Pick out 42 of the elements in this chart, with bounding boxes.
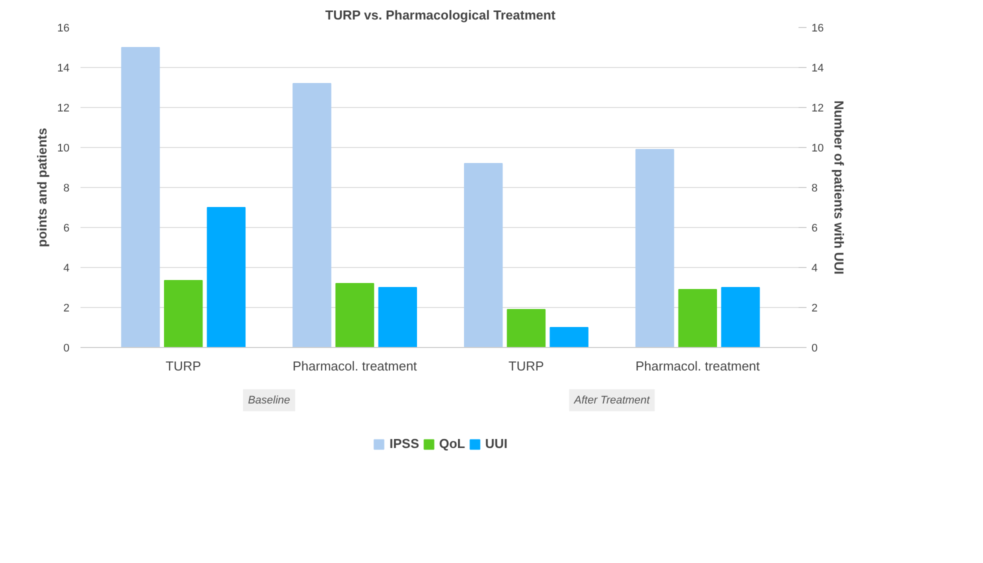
x-tick-label: TURP [508,358,544,374]
bar [464,163,503,348]
y2-tick-label: 16 [812,22,824,34]
legend-label: IPSS [389,436,420,451]
y-tick-label: 6 [63,222,70,234]
y-tick-label: 14 [57,62,70,74]
y-tick-label: 10 [57,142,70,154]
y-tick-label: 2 [63,302,70,314]
bar [550,327,588,348]
y-tick-label: 16 [57,22,70,34]
y2-axis-title: Number of patients with UUI [832,100,847,275]
y-tick-label: 8 [63,182,70,194]
text: After Treatment [573,394,651,406]
y2-tick-label: 12 [812,102,824,114]
y2-tick-label: 6 [812,222,818,234]
y2-tick-label: 8 [812,182,818,194]
bar [335,283,374,348]
y2-tick-label: 14 [812,62,824,74]
x-tick-label: TURP [166,358,202,374]
legend-label: UUI [485,436,508,451]
bar [378,287,417,348]
bar [506,309,546,348]
y-tick-label: 12 [57,102,70,114]
y-tick-label: 4 [63,262,70,274]
chart-title: TURP vs. Pharmacological Treatment [325,8,556,22]
bar [206,207,246,348]
bar [721,287,760,348]
x-tick-label: Pharmacol. treatment [292,358,418,374]
y-tick-label: 0 [63,342,70,354]
x-tick-label: Pharmacol. treatment [636,358,760,374]
legend-label: QoL [439,436,466,451]
bar [292,83,332,348]
text: Baseline [248,394,290,406]
y2-tick-label: 10 [812,142,824,154]
y2-tick-label: 2 [812,302,818,314]
bar [678,289,717,348]
y-axis-title: points and patients [34,128,50,248]
y2-tick-label: 4 [812,262,818,274]
y2-tick-label: 0 [812,342,818,354]
bar [164,280,203,348]
bar [121,47,160,348]
bar [635,149,674,348]
